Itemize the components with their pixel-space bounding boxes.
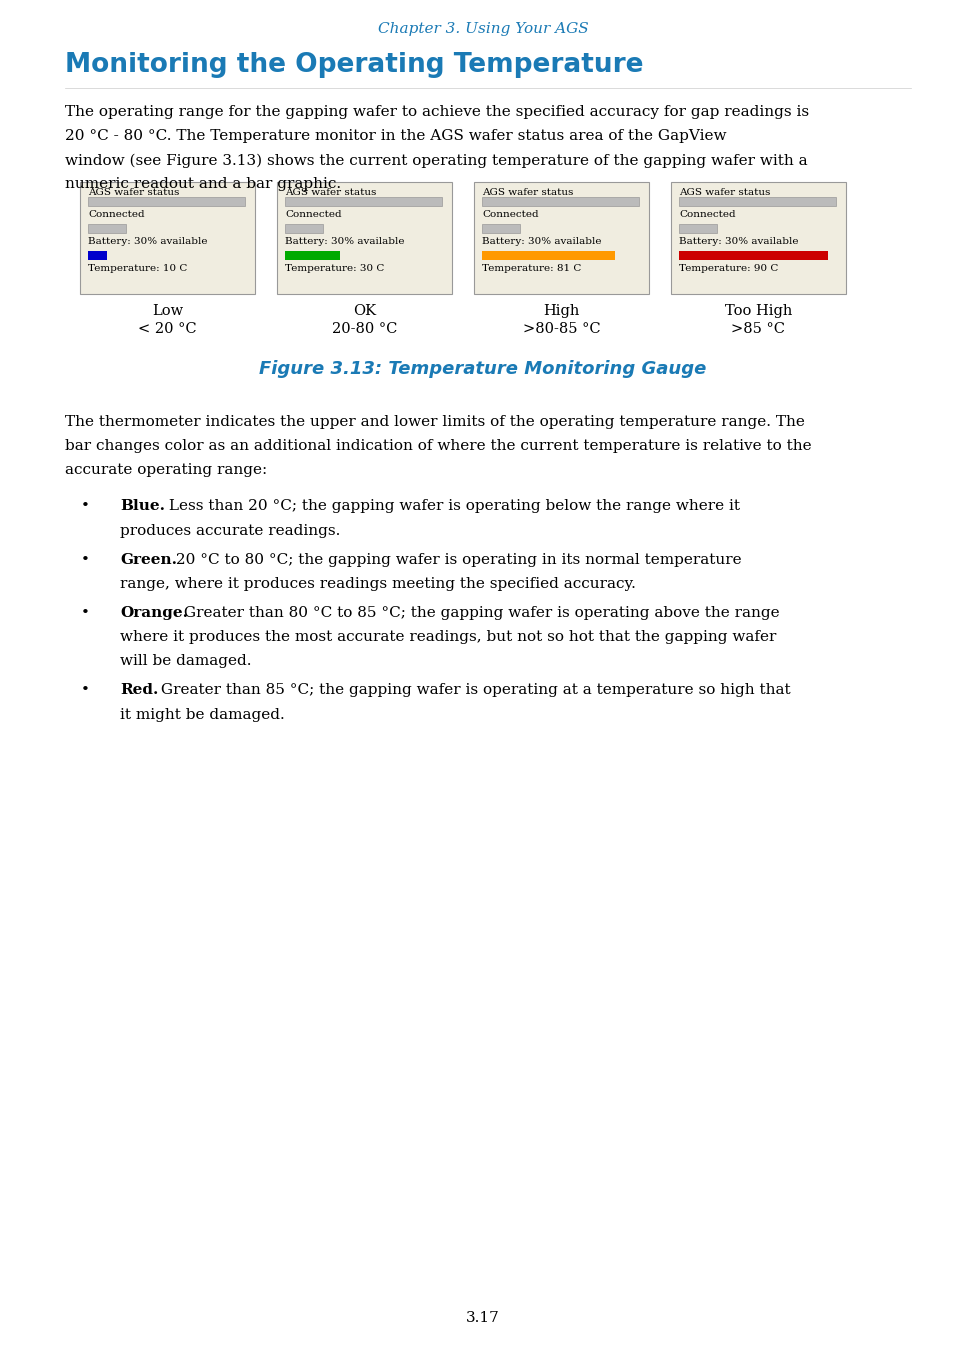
Text: Connected: Connected — [482, 210, 539, 220]
Text: numeric readout and a bar graphic.: numeric readout and a bar graphic. — [65, 178, 341, 191]
Text: AGS wafer status: AGS wafer status — [482, 189, 574, 197]
FancyBboxPatch shape — [671, 182, 846, 294]
Bar — [482, 197, 639, 206]
Text: Battery: 30% available: Battery: 30% available — [679, 237, 799, 247]
Bar — [679, 197, 836, 206]
FancyBboxPatch shape — [277, 182, 452, 294]
Text: Red.: Red. — [120, 683, 158, 698]
Bar — [482, 225, 520, 233]
Text: accurate operating range:: accurate operating range: — [65, 463, 268, 477]
Bar — [679, 252, 828, 260]
Bar — [482, 252, 615, 260]
Text: The thermometer indicates the upper and lower limits of the operating temperatur: The thermometer indicates the upper and … — [65, 415, 805, 428]
Text: it might be damaged.: it might be damaged. — [120, 707, 285, 722]
Text: Green.: Green. — [120, 552, 177, 567]
Text: Figure 3.13: Temperature Monitoring Gauge: Figure 3.13: Temperature Monitoring Gaug… — [259, 360, 707, 379]
Text: Low: Low — [152, 304, 184, 318]
Text: AGS wafer status: AGS wafer status — [679, 189, 770, 197]
Text: bar changes color as an additional indication of where the current temperature i: bar changes color as an additional indic… — [65, 439, 811, 453]
FancyBboxPatch shape — [80, 182, 255, 294]
Text: Chapter 3. Using Your AGS: Chapter 3. Using Your AGS — [378, 22, 588, 36]
FancyBboxPatch shape — [474, 182, 649, 294]
Text: The operating range for the gapping wafer to achieve the specified accuracy for : The operating range for the gapping wafe… — [65, 105, 810, 119]
Text: < 20 °C: < 20 °C — [138, 322, 197, 335]
Bar — [285, 252, 340, 260]
Text: >85 °C: >85 °C — [731, 322, 785, 335]
Text: Connected: Connected — [679, 210, 736, 220]
Text: 3.17: 3.17 — [467, 1311, 499, 1325]
Bar — [285, 225, 323, 233]
Text: Less than 20 °C; the gapping wafer is operating below the range where it: Less than 20 °C; the gapping wafer is op… — [163, 500, 740, 513]
Bar — [285, 197, 442, 206]
Text: Greater than 85 °C; the gapping wafer is operating at a temperature so high that: Greater than 85 °C; the gapping wafer is… — [156, 683, 790, 698]
Text: Connected: Connected — [285, 210, 342, 220]
Text: range, where it produces readings meeting the specified accuracy.: range, where it produces readings meetin… — [120, 577, 636, 591]
Text: where it produces the most accurate readings, but not so hot that the gapping wa: where it produces the most accurate read… — [120, 630, 777, 644]
Text: High: High — [543, 304, 580, 318]
Bar — [88, 225, 126, 233]
Text: •: • — [80, 606, 90, 620]
Text: >80-85 °C: >80-85 °C — [523, 322, 600, 335]
Text: Temperature: 90 C: Temperature: 90 C — [679, 264, 779, 273]
Text: •: • — [80, 500, 90, 513]
Text: Connected: Connected — [88, 210, 145, 220]
Text: Battery: 30% available: Battery: 30% available — [482, 237, 602, 247]
Text: •: • — [80, 683, 90, 698]
Text: Blue.: Blue. — [120, 500, 165, 513]
Text: AGS wafer status: AGS wafer status — [285, 189, 377, 197]
Text: will be damaged.: will be damaged. — [120, 655, 251, 668]
Text: Too High: Too High — [724, 304, 792, 318]
Text: Temperature: 81 C: Temperature: 81 C — [482, 264, 582, 273]
Text: 20 °C to 80 °C; the gapping wafer is operating in its normal temperature: 20 °C to 80 °C; the gapping wafer is ope… — [171, 552, 742, 567]
Text: AGS wafer status: AGS wafer status — [88, 189, 180, 197]
Text: Battery: 30% available: Battery: 30% available — [88, 237, 208, 247]
Text: Temperature: 10 C: Temperature: 10 C — [88, 264, 187, 273]
Text: Orange.: Orange. — [120, 606, 188, 620]
Text: OK: OK — [353, 304, 376, 318]
Bar — [88, 252, 107, 260]
Text: Greater than 80 °C to 85 °C; the gapping wafer is operating above the range: Greater than 80 °C to 85 °C; the gapping… — [179, 606, 780, 620]
Bar — [679, 225, 717, 233]
Text: 20-80 °C: 20-80 °C — [331, 322, 397, 335]
Text: •: • — [80, 552, 90, 567]
Text: Battery: 30% available: Battery: 30% available — [285, 237, 405, 247]
Text: 20 °C - 80 °C. The Temperature monitor in the AGS wafer status area of the GapVi: 20 °C - 80 °C. The Temperature monitor i… — [65, 129, 726, 143]
Text: Temperature: 30 C: Temperature: 30 C — [285, 264, 384, 273]
Text: produces accurate readings.: produces accurate readings. — [120, 524, 340, 537]
Text: window (see Figure 3.13) shows the current operating temperature of the gapping : window (see Figure 3.13) shows the curre… — [65, 154, 808, 167]
Bar — [88, 197, 245, 206]
Text: Monitoring the Operating Temperature: Monitoring the Operating Temperature — [65, 53, 643, 78]
